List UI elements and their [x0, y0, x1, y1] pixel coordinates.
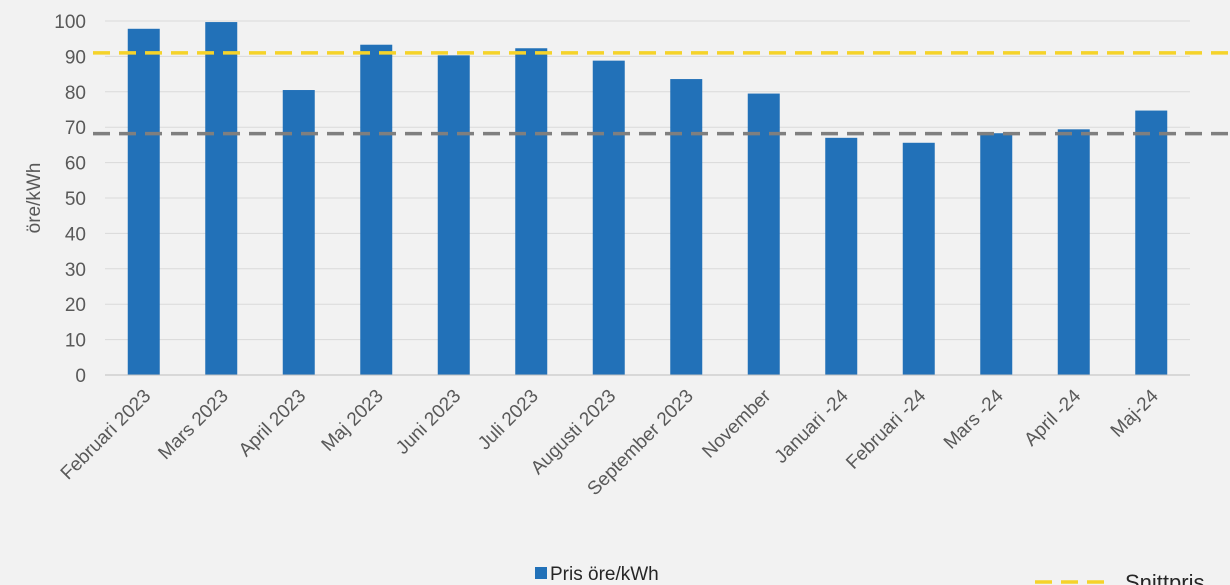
legend-label-line: Snittpris — [1125, 570, 1204, 585]
bar — [980, 133, 1013, 375]
y-tick-label: 20 — [65, 295, 86, 316]
bar — [515, 48, 548, 376]
reference-lines — [93, 51, 1230, 136]
x-tick-label: Maj 2023 — [318, 386, 388, 456]
y-axis-title: öre/kWh — [24, 163, 45, 234]
y-tick-label: 50 — [65, 189, 86, 210]
x-tick-label: Januari -24 — [771, 385, 853, 467]
y-tick-label: 60 — [65, 154, 86, 175]
bar — [1057, 129, 1090, 375]
y-tick-label: 80 — [65, 83, 86, 104]
x-tick-label: Februari -24 — [842, 385, 930, 473]
bar — [1135, 110, 1168, 375]
bar — [747, 93, 780, 375]
x-tick-label: Juli 2023 — [474, 386, 543, 455]
y-tick-label: 70 — [65, 118, 86, 139]
legend-label-bar: Pris öre/kWh — [550, 564, 659, 585]
bar — [825, 137, 858, 375]
y-tick-label: 100 — [54, 12, 86, 33]
x-tick-label: Maj-24 — [1107, 385, 1163, 441]
bar — [670, 79, 703, 375]
bar — [205, 22, 238, 375]
bar — [282, 90, 315, 375]
bar — [360, 44, 393, 376]
bar — [127, 28, 160, 376]
y-tick-label: 0 — [75, 366, 86, 387]
y-tick-label: 90 — [65, 47, 86, 68]
x-axis: Februari 2023 Mars 2023 April 2023 Maj 2023… — [57, 374, 1190, 500]
bars — [127, 22, 1168, 376]
x-tick-label: November — [698, 385, 775, 462]
bar — [437, 55, 470, 375]
x-tick-label: Februari 2023 — [57, 386, 155, 484]
x-tick-label: Mars -24 — [940, 385, 1008, 453]
y-tick-label: 40 — [65, 224, 86, 245]
bar — [902, 142, 935, 375]
gridlines — [105, 20, 1190, 376]
x-tick-label: Juni 2023 — [392, 386, 465, 459]
y-tick-label: 10 — [65, 331, 86, 352]
x-tick-label: Mars 2023 — [154, 386, 232, 464]
y-axis-ticks: 0 10 20 30 40 50 60 70 80 90 100 — [54, 12, 86, 387]
x-tick-label: April -24 — [1020, 385, 1085, 450]
x-tick-label: April 2023 — [235, 386, 310, 461]
y-tick-label: 30 — [65, 260, 86, 281]
bar — [592, 60, 625, 375]
legend: Pris öre/kWh Snittpris — [535, 564, 1204, 585]
legend-swatch-bar — [535, 567, 547, 579]
